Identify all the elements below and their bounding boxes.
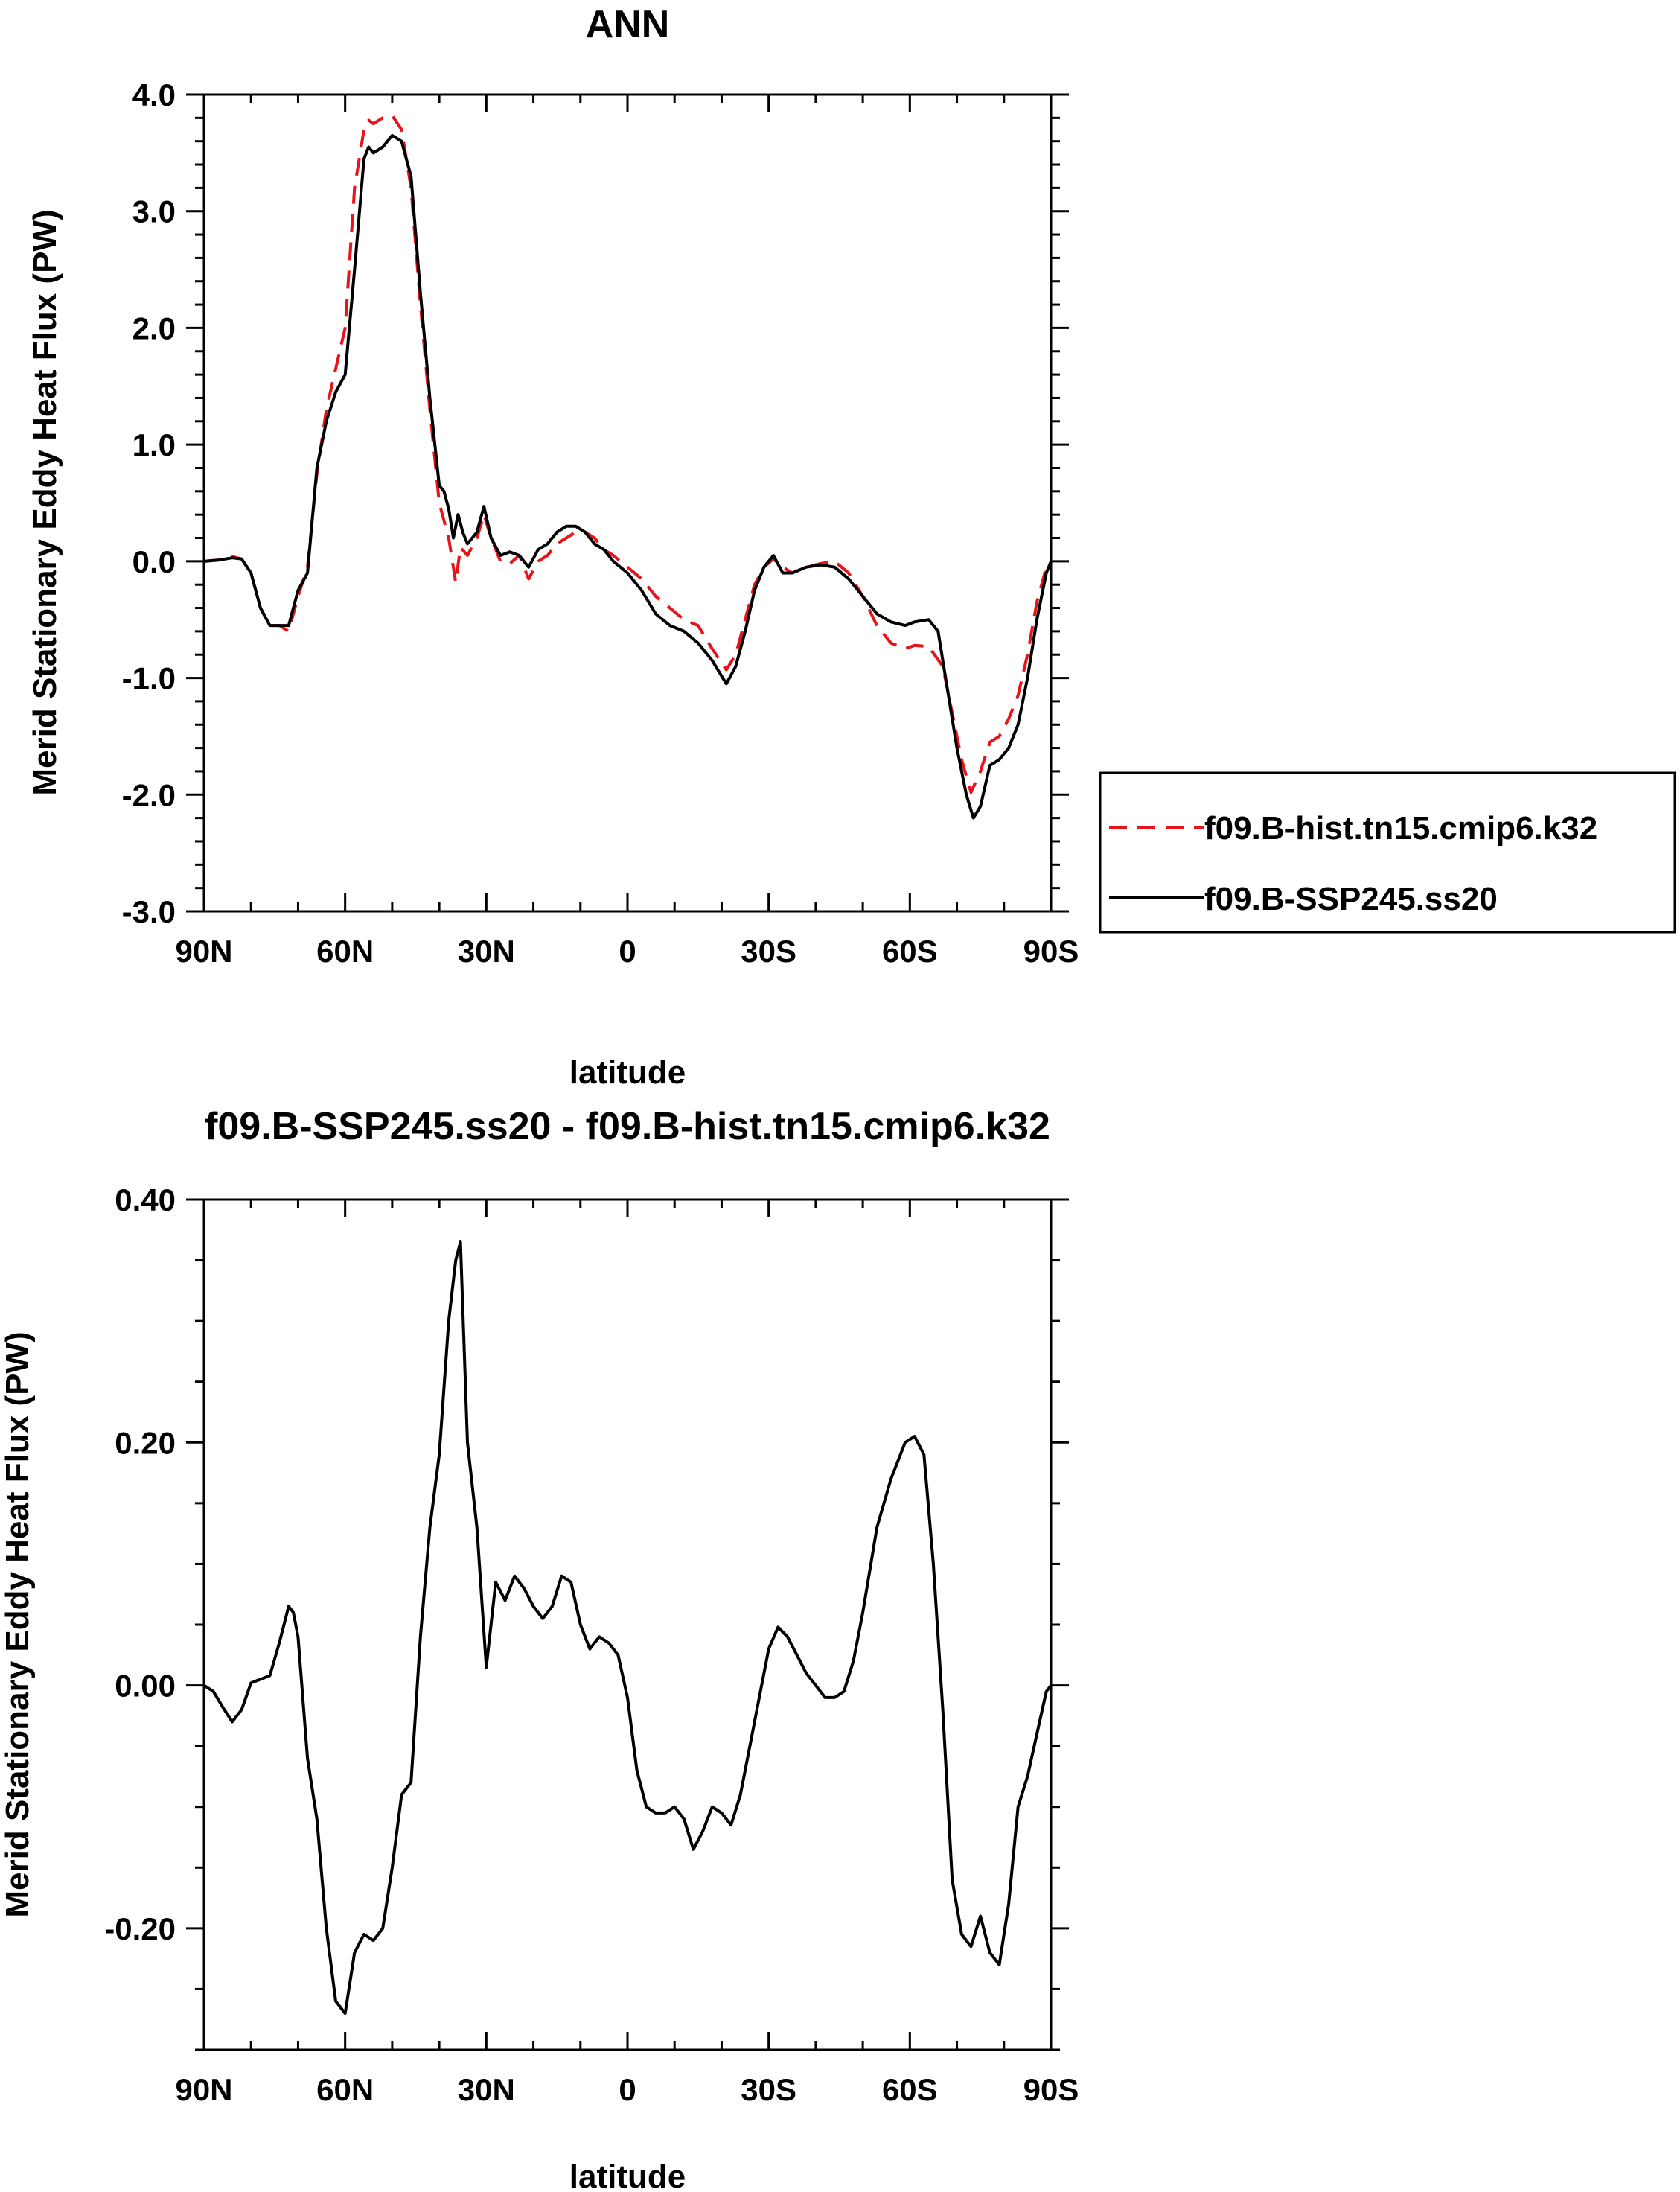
- legend: f09.B-hist.tn15.cmip6.k32 f09.B-SSP245.s…: [1099, 771, 1676, 934]
- top-title: ANN: [586, 3, 670, 46]
- top-x-tick-label: 90N: [175, 934, 232, 969]
- bottom-x-tick-label: 90S: [1023, 2072, 1079, 2107]
- top-y-axis-label: Merid Stationary Eddy Heat Flux (PW): [27, 209, 63, 795]
- bottom-x-tick-label: 90N: [175, 2072, 232, 2107]
- bottom-x-axis-label: latitude: [569, 2158, 686, 2192]
- bottom-y-tick-label: 0.20: [115, 1425, 176, 1460]
- top-y-tick-label: -2.0: [122, 777, 176, 812]
- top-series-lines: [203, 114, 1053, 820]
- bottom-x-tick-label: 60S: [882, 2072, 938, 2107]
- legend-box: [1099, 771, 1676, 934]
- bottom-series-lines: [202, 1240, 1053, 2016]
- top-panel: ANN 90N 60N 30N 0 30S 60S 90S 4.0 3.0 2.0 1.0 0.0 -1…: [27, 3, 1079, 1091]
- bottom-y-axis-label: Merid Stationary Eddy Heat Flux (PW): [0, 1331, 36, 1917]
- top-y-tick-label: -1.0: [122, 661, 176, 696]
- top-x-tick-label: 30S: [741, 934, 796, 969]
- top-y-tick-label: 3.0: [132, 194, 176, 229]
- bottom-axis-ticks: 90N 60N 30N 0 30S 60S 90S 0.40 0.20 0.00 -0.20: [104, 1182, 1079, 2107]
- top-y-tick-label: 0.0: [132, 544, 176, 579]
- top-y-tick-label: 2.0: [132, 310, 176, 345]
- top-series-line-0: [203, 114, 1053, 794]
- top-plot-frame: [202, 93, 1053, 913]
- top-x-tick-label: 30N: [458, 934, 515, 969]
- legend-label-hist: f09.B-hist.tn15.cmip6.k32: [1204, 810, 1597, 847]
- bottom-y-tick-label: -0.20: [104, 1911, 176, 1946]
- top-y-tick-label: 4.0: [132, 77, 176, 112]
- top-y-tick-label: 1.0: [132, 427, 176, 462]
- bottom-plot-frame: [202, 1198, 1053, 2051]
- legend-label-ssp245: f09.B-SSP245.ss20: [1204, 881, 1498, 917]
- bottom-x-tick-label: 60N: [316, 2072, 374, 2107]
- bottom-x-tick-label: 30S: [741, 2072, 796, 2107]
- bottom-x-tick-label: 30N: [458, 2072, 515, 2107]
- top-series-line-1: [203, 133, 1053, 820]
- top-x-tick-label: 0: [619, 934, 636, 969]
- top-axis-ticks: 90N 60N 30N 0 30S 60S 90S 4.0 3.0 2.0 1.0 0.0 -1.0 -2…: [122, 77, 1079, 969]
- top-y-tick-label: -3.0: [122, 894, 176, 929]
- top-x-tick-label: 90S: [1023, 934, 1079, 969]
- bottom-x-tick-label: 0: [619, 2072, 636, 2107]
- top-x-axis-label: latitude: [569, 1054, 686, 1091]
- bottom-panel: f09.B-SSP245.ss20 - f09.B-hist.tn15.cmip…: [0, 1105, 1079, 2192]
- bottom-title: f09.B-SSP245.ss20 - f09.B-hist.tn15.cmip…: [205, 1105, 1050, 1148]
- top-x-tick-label: 60S: [882, 934, 938, 969]
- bottom-y-tick-label: 0.40: [115, 1182, 176, 1217]
- top-x-tick-label: 60N: [316, 934, 374, 969]
- bottom-series-line-0: [202, 1240, 1053, 2016]
- bottom-y-tick-label: 0.00: [115, 1669, 176, 1704]
